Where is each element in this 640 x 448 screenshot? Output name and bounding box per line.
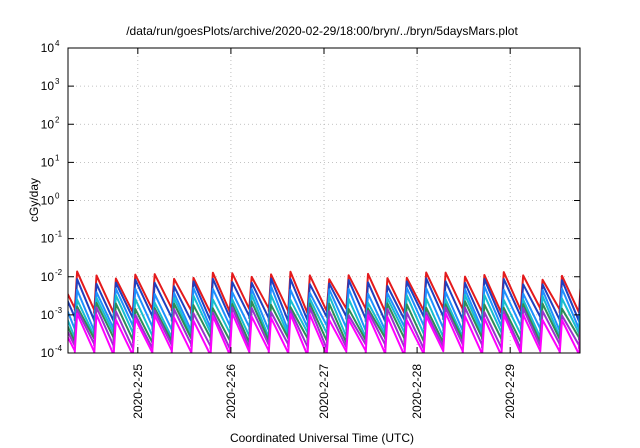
y-tick-label-exponent: 3 xyxy=(55,77,60,86)
y-tick-label-base: 10 xyxy=(41,232,55,246)
y-tick-label-base: 10 xyxy=(41,79,55,93)
y-tick-label-base: 10 xyxy=(41,155,55,169)
y-tick-label-base: 10 xyxy=(41,308,55,322)
y-tick-label-base: 10 xyxy=(41,41,55,55)
chart-title: /data/run/goesPlots/archive/2020-02-29/1… xyxy=(126,24,518,38)
y-tick-label-exponent: 1 xyxy=(55,153,60,162)
x-tick-label: 2020-2-26 xyxy=(224,364,238,419)
x-tick-label: 2020-2-27 xyxy=(317,364,331,419)
x-axis-label: Coordinated Universal Time (UTC) xyxy=(230,431,414,445)
y-tick-label-base: 10 xyxy=(41,194,55,208)
y-tick-label-base: 10 xyxy=(41,346,55,360)
y-tick-label-exponent: -4 xyxy=(55,344,63,353)
y-axis-label: cGy/day xyxy=(27,178,41,222)
y-tick-label-exponent: 2 xyxy=(55,115,60,124)
y-tick-label-base: 10 xyxy=(41,270,55,284)
x-tick-label: 2020-2-28 xyxy=(410,364,424,419)
y-tick-label-exponent: 0 xyxy=(55,192,60,201)
y-tick-label-exponent: 4 xyxy=(55,39,60,48)
series-layer xyxy=(68,270,580,353)
grid-layer xyxy=(68,48,580,353)
y-tick-label-exponent: -2 xyxy=(55,268,63,277)
x-tick-label: 2020-2-25 xyxy=(131,364,145,419)
series-line xyxy=(68,311,580,353)
x-tick-label: 2020-2-29 xyxy=(503,364,517,419)
y-tick-label-base: 10 xyxy=(41,117,55,131)
y-tick-label-exponent: -3 xyxy=(55,306,63,315)
y-tick-label-exponent: -1 xyxy=(55,230,63,239)
